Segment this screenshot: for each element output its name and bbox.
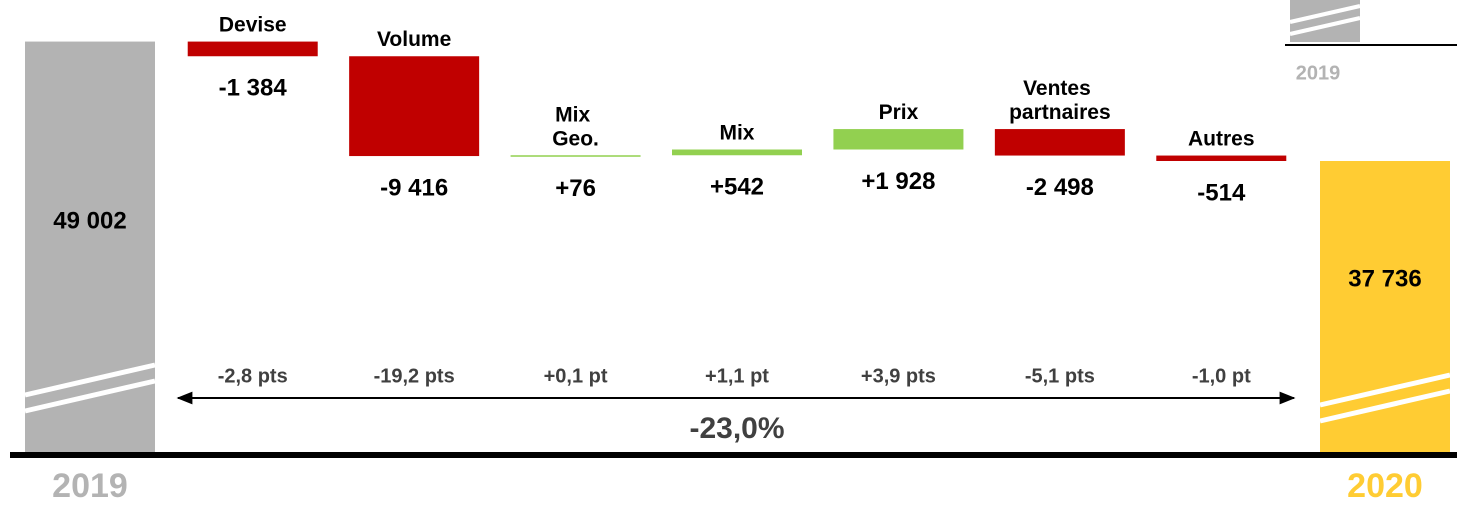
value-label: +76 bbox=[555, 175, 596, 202]
step-bar bbox=[994, 129, 1125, 156]
share-label: +0,1 pt bbox=[544, 365, 608, 387]
share-label: -19,2 pts bbox=[374, 365, 455, 387]
value-label: -514 bbox=[1197, 179, 1246, 206]
corner-label: 2019 bbox=[1296, 62, 1341, 84]
corner-break bbox=[1289, 4, 1361, 36]
share-label: -1,0 pt bbox=[1192, 365, 1251, 387]
category-label: Autres bbox=[1188, 127, 1255, 150]
category-label: Mix bbox=[719, 121, 754, 144]
category-label: Devise bbox=[219, 13, 287, 36]
step-bar bbox=[833, 129, 964, 150]
value-label: +542 bbox=[710, 174, 764, 201]
axis-break bbox=[1319, 372, 1451, 424]
share-label: +1,1 pt bbox=[705, 365, 769, 387]
start-category: 2019 bbox=[52, 467, 128, 505]
value-label: -9 416 bbox=[380, 174, 448, 201]
share-label: +3,9 pts bbox=[861, 365, 936, 387]
end-bar bbox=[1320, 160, 1450, 455]
category-label: Prix bbox=[879, 101, 919, 124]
category-label: Volume bbox=[377, 28, 451, 51]
value-label: -1 384 bbox=[219, 75, 288, 102]
end-category: 2020 bbox=[1347, 467, 1423, 505]
share-label: -2,8 pts bbox=[218, 365, 288, 387]
start-value: 49 002 bbox=[53, 207, 126, 234]
step-bar bbox=[510, 155, 641, 157]
step-bar bbox=[1156, 155, 1287, 161]
share-label: -5,1 pts bbox=[1025, 365, 1095, 387]
category-label: Ventes partnaires bbox=[1009, 77, 1111, 124]
step-bar bbox=[349, 56, 480, 157]
axis-break bbox=[24, 362, 156, 414]
total-change: -23,0% bbox=[689, 412, 784, 445]
value-label: -2 498 bbox=[1026, 174, 1094, 201]
step-bar bbox=[187, 41, 318, 57]
end-value: 37 736 bbox=[1348, 265, 1421, 292]
step-bar bbox=[672, 149, 802, 156]
category-label: Mix Geo. bbox=[552, 103, 599, 150]
value-label: +1 928 bbox=[861, 168, 935, 195]
